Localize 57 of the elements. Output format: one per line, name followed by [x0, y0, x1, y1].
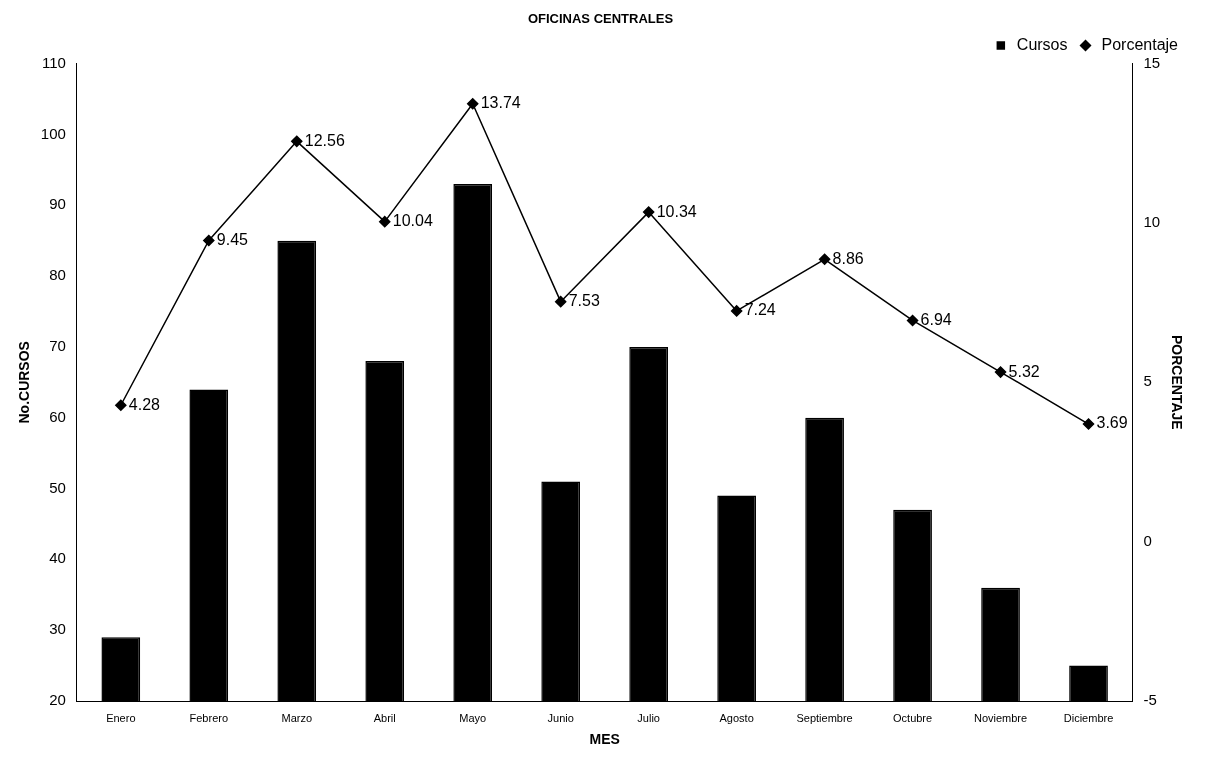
y-tick-label: 90	[49, 195, 66, 213]
x-tick-label: Febrero	[189, 711, 229, 724]
y2-tick-label: -5	[1143, 691, 1157, 709]
y-axis-title: No.CURSOS	[16, 341, 33, 424]
y-tick-label: 50	[49, 478, 66, 496]
point	[115, 399, 127, 411]
data-label: 10.34	[656, 202, 697, 220]
legend-label: Cursos	[1016, 36, 1068, 54]
x-tick-label: Enero	[106, 711, 136, 724]
x-tick-label: Julio	[637, 711, 660, 724]
y2-tick-label: 0	[1143, 531, 1152, 549]
data-label: 3.69	[1096, 414, 1128, 432]
point	[906, 314, 919, 327]
point	[466, 98, 479, 110]
data-label: 4.28	[128, 395, 161, 413]
x-tick-label: Mayo	[459, 711, 487, 724]
point	[818, 253, 831, 266]
data-label: 5.32	[1008, 362, 1040, 380]
x-axis-title: MES	[589, 731, 620, 748]
data-label: 7.24	[744, 301, 776, 319]
y-tick-label: 60	[49, 407, 66, 425]
data-label: 12.56	[304, 131, 345, 149]
x-tick-label: Diciembre	[1063, 711, 1114, 724]
data-label: 6.94	[920, 310, 952, 328]
point	[203, 234, 215, 247]
y2-tick-label: 10	[1143, 213, 1161, 231]
y2-tick-label: 5	[1143, 372, 1152, 390]
y-tick-label: 40	[49, 549, 66, 567]
y-tick-label: 20	[49, 691, 66, 709]
x-tick-label: Junio	[547, 711, 574, 724]
data-label: 7.53	[568, 292, 600, 310]
y-tick-label: 100	[40, 124, 66, 142]
y-tick-label: 110	[41, 53, 66, 71]
chart-title: OFICINAS CENTRALES	[527, 11, 674, 27]
y2-axis-title: PORCENTAJE	[1168, 334, 1185, 430]
point	[642, 206, 655, 218]
y-tick-label: 70	[49, 337, 66, 355]
x-tick-label: Noviembre	[973, 711, 1028, 724]
data-label: 10.04	[392, 212, 433, 230]
x-tick-label: Septiembre	[796, 711, 853, 724]
y-tick-label: 30	[49, 620, 66, 638]
y-tick-label: 80	[49, 266, 66, 284]
x-tick-label: Marzo	[281, 711, 313, 724]
data-label: 13.74	[480, 94, 521, 112]
point	[378, 215, 391, 228]
x-tick-label: Abril	[373, 711, 396, 724]
x-tick-label: Octubre	[893, 711, 933, 724]
y2-tick-label: 15	[1143, 53, 1161, 71]
x-tick-label: Agosto	[719, 711, 754, 724]
point	[994, 366, 1007, 378]
legend-label: Porcentaje	[1101, 36, 1179, 54]
point	[730, 305, 743, 317]
point	[554, 295, 567, 308]
data-label: 9.45	[216, 230, 249, 248]
data-label: 8.86	[832, 249, 864, 267]
point	[1082, 418, 1095, 430]
point	[291, 135, 303, 148]
